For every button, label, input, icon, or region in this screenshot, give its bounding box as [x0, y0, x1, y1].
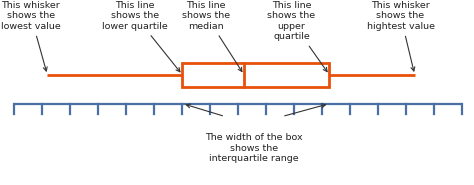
Text: This line
shows the
upper
quartile: This line shows the upper quartile [267, 1, 327, 72]
Text: The width of the box
shows the
interquartile range: The width of the box shows the interquar… [205, 133, 302, 163]
Text: This whisker
shows the
lowest value: This whisker shows the lowest value [1, 1, 61, 71]
Text: This line
shows the
lower quartile: This line shows the lower quartile [102, 1, 180, 72]
Text: This whisker
shows the
hightest value: This whisker shows the hightest value [366, 1, 435, 71]
Bar [182, 63, 329, 87]
Text: This line
shows the
median: This line shows the median [182, 1, 242, 72]
